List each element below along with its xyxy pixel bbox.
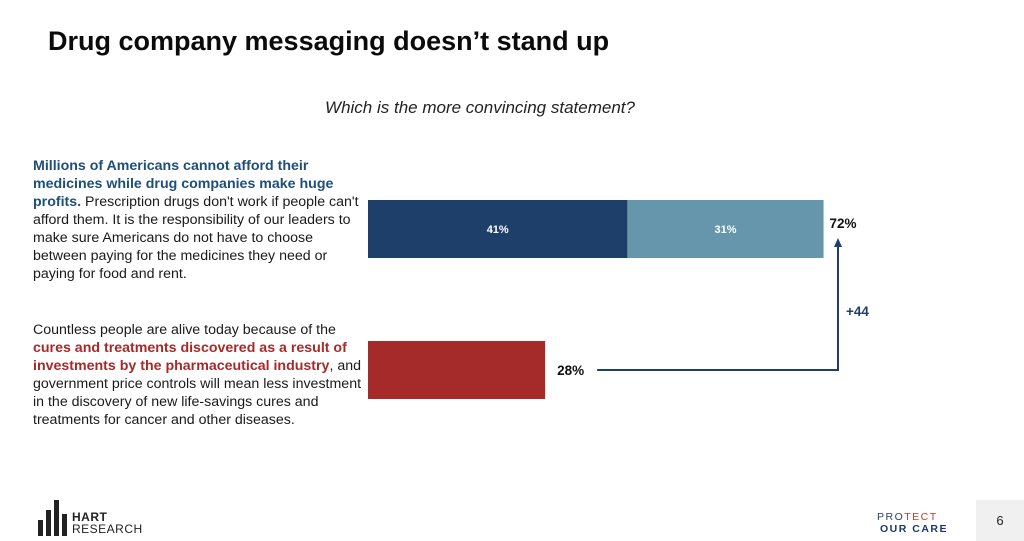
hart-word: HART — [72, 510, 108, 524]
bar-2-total-label: 28% — [557, 363, 584, 378]
hart-research-wordmark: HART RESEARCH — [72, 511, 143, 535]
bar-1-segment-2 — [627, 200, 824, 258]
hart-bars-icon — [38, 500, 67, 536]
hart-research-logo — [38, 500, 70, 541]
protect-our-care-logo: PROTECT OUR CARE — [877, 511, 948, 535]
bar-1-segment-1-label: 41% — [487, 224, 509, 236]
difference-label: +44 — [846, 304, 869, 319]
page-number: 6 — [976, 500, 1024, 541]
bar-1-segment-2-label: 31% — [714, 224, 736, 236]
statement-2-text: , and government price controls will mea… — [33, 358, 362, 428]
bar-2-segment-1 — [368, 341, 546, 399]
bar-1-segment-1 — [368, 200, 628, 258]
arrow-head-icon — [834, 238, 842, 247]
bar-1-total-label: 72% — [830, 216, 857, 231]
statement-1: Millions of Americans cannot afford thei… — [33, 157, 363, 283]
page-title: Drug company messaging doesn’t stand up — [48, 26, 610, 56]
statement-2: Countless people are alive today because… — [33, 321, 363, 429]
protect-tect: TECT — [904, 511, 938, 523]
chart-question: Which is the more convincing statement? — [325, 98, 635, 117]
protect-pro: PRO — [877, 511, 905, 523]
statement-1-text: Prescription drugs don't work if people … — [33, 194, 359, 282]
statement-2-intro: Countless people are alive today because… — [33, 322, 336, 338]
research-word: RESEARCH — [72, 522, 143, 536]
difference-arrow-line — [597, 246, 839, 371]
our-care-word: OUR CARE — [880, 523, 949, 535]
statement-1-highlight: Millions of Americans cannot afford thei… — [33, 158, 334, 210]
statement-2-highlight: cures and treatments discovered as a res… — [33, 340, 347, 374]
